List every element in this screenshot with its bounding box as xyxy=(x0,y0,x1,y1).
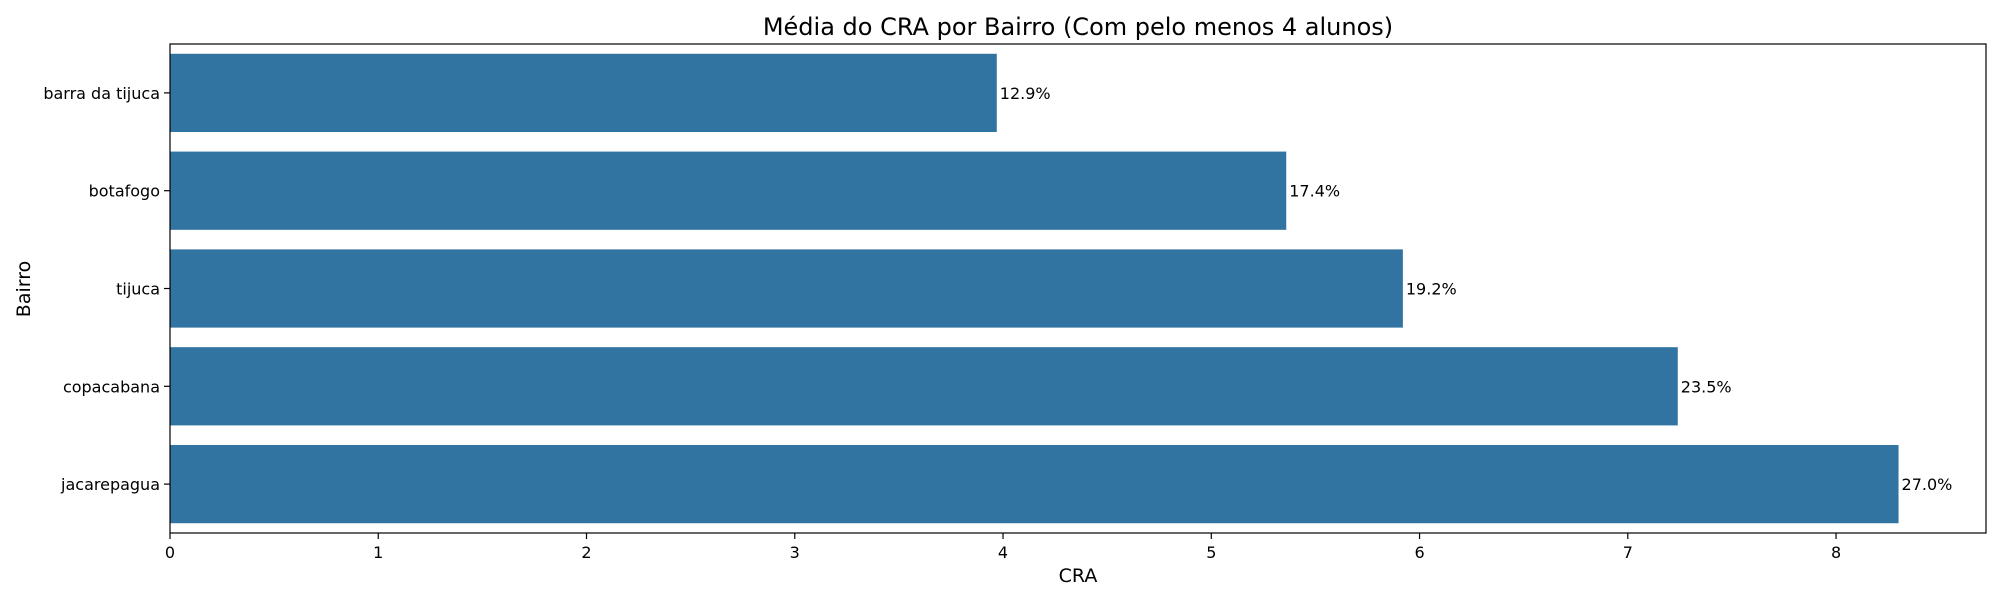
x-axis-ticks: 0 1 2 3 4 5 6 7 8 xyxy=(165,533,1841,562)
data-label: 12.9% xyxy=(1000,84,1051,103)
x-tick-label: 3 xyxy=(790,543,800,562)
y-tick-label: barra da tijuca xyxy=(43,84,160,103)
x-tick-label: 4 xyxy=(998,543,1008,562)
bar-botafogo xyxy=(170,151,1287,230)
data-label: 23.5% xyxy=(1681,377,1732,396)
bar-copacabana xyxy=(170,347,1678,426)
data-label: 27.0% xyxy=(1902,475,1953,494)
y-tick-label: botafogo xyxy=(89,182,160,201)
bar-tijuca xyxy=(170,249,1403,328)
plot-frame xyxy=(169,43,1987,534)
y-axis-ticks: barra da tijuca botafogo tijuca copacabana j… xyxy=(43,84,170,494)
bars-layer: 12.9% 17.4% 19.2% 23.5% 27.0% xyxy=(170,53,1953,524)
x-tick-label: 1 xyxy=(373,543,383,562)
chart-title: Média do CRA por Bairro (Com pelo menos … xyxy=(763,13,1393,41)
y-tick-label: copacabana xyxy=(63,377,160,396)
x-tick-label: 8 xyxy=(1831,543,1841,562)
bar-barra-da-tijuca xyxy=(170,53,997,133)
x-tick-label: 5 xyxy=(1206,543,1216,562)
data-label: 19.2% xyxy=(1406,280,1457,299)
x-axis-label: CRA xyxy=(1059,565,1098,587)
x-tick-label: 7 xyxy=(1623,543,1633,562)
y-tick-label: jacarepagua xyxy=(60,475,160,494)
x-tick-label: 6 xyxy=(1414,543,1424,562)
x-tick-label: 0 xyxy=(165,543,175,562)
bar-jacarepagua xyxy=(170,444,1899,524)
y-tick-label: tijuca xyxy=(116,280,160,299)
data-label: 17.4% xyxy=(1289,182,1340,201)
y-axis-label: Bairro xyxy=(13,261,35,317)
x-tick-label: 2 xyxy=(581,543,591,562)
